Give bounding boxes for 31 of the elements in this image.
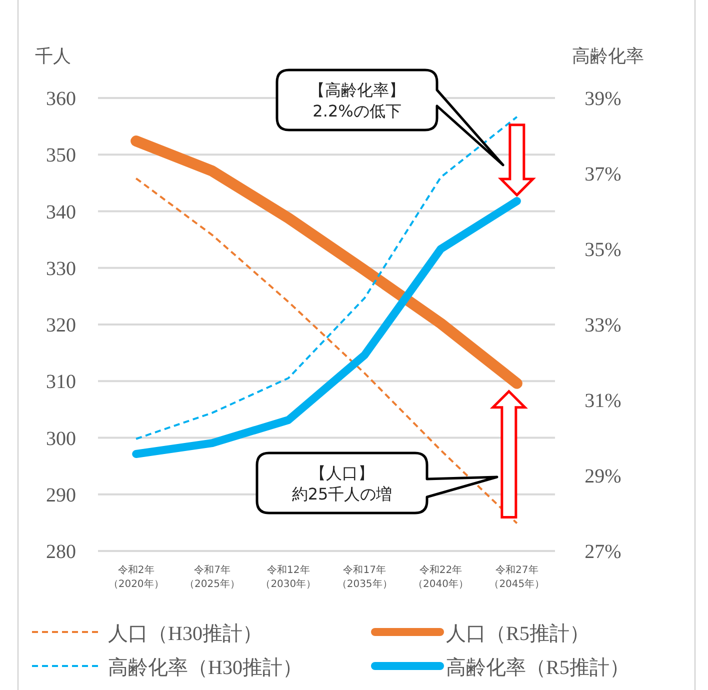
y2-tick-label: 27% xyxy=(584,541,622,563)
y-tick-label: 290 xyxy=(46,484,76,506)
legend-label: 人口（H30推計） xyxy=(108,623,262,645)
y-tick-label: 360 xyxy=(46,88,76,110)
x-tick-label: 令和7年（2025年） xyxy=(184,564,240,590)
y2-axis-title: 高齢化率 xyxy=(572,46,644,67)
y2-tick-label: 37% xyxy=(584,164,622,186)
y-tick-label: 320 xyxy=(46,314,76,336)
y2-tick-label: 29% xyxy=(584,466,622,488)
annotation: 【人口】約25千人の増 xyxy=(292,464,392,504)
x-tick-label: 令和2年（2020年） xyxy=(108,564,164,590)
annotation: 【高齢化率】2.2%の低下 xyxy=(309,80,405,120)
y2-tick-label: 39% xyxy=(584,88,622,110)
x-tick-label: 令和12年（2030年） xyxy=(260,564,316,590)
y2-tick-label: 35% xyxy=(584,239,622,261)
y-tick-label: 310 xyxy=(46,371,76,394)
line-series xyxy=(135,177,518,524)
x-tick-label: 令和17年（2035年） xyxy=(336,564,392,590)
y2-tick-label: 33% xyxy=(584,314,622,336)
y-tick-label: 350 xyxy=(46,144,76,167)
y-tick-label: 340 xyxy=(46,201,76,224)
legend-label: 人口（R5推計） xyxy=(446,623,590,645)
y-tick-label: 280 xyxy=(46,541,76,563)
legend-label: 高齢化率（R5推計） xyxy=(446,656,630,679)
y-axis-title: 千人 xyxy=(35,46,71,67)
y-tick-label: 330 xyxy=(46,258,76,280)
x-tick-label: 令和27年（2045年） xyxy=(489,564,545,590)
x-tick-label: 令和22年（2040年） xyxy=(413,564,468,590)
y2-tick-label: 31% xyxy=(584,390,622,412)
legend-label: 高齢化率（H30推計） xyxy=(108,656,302,679)
y-tick-label: 300 xyxy=(46,428,76,450)
